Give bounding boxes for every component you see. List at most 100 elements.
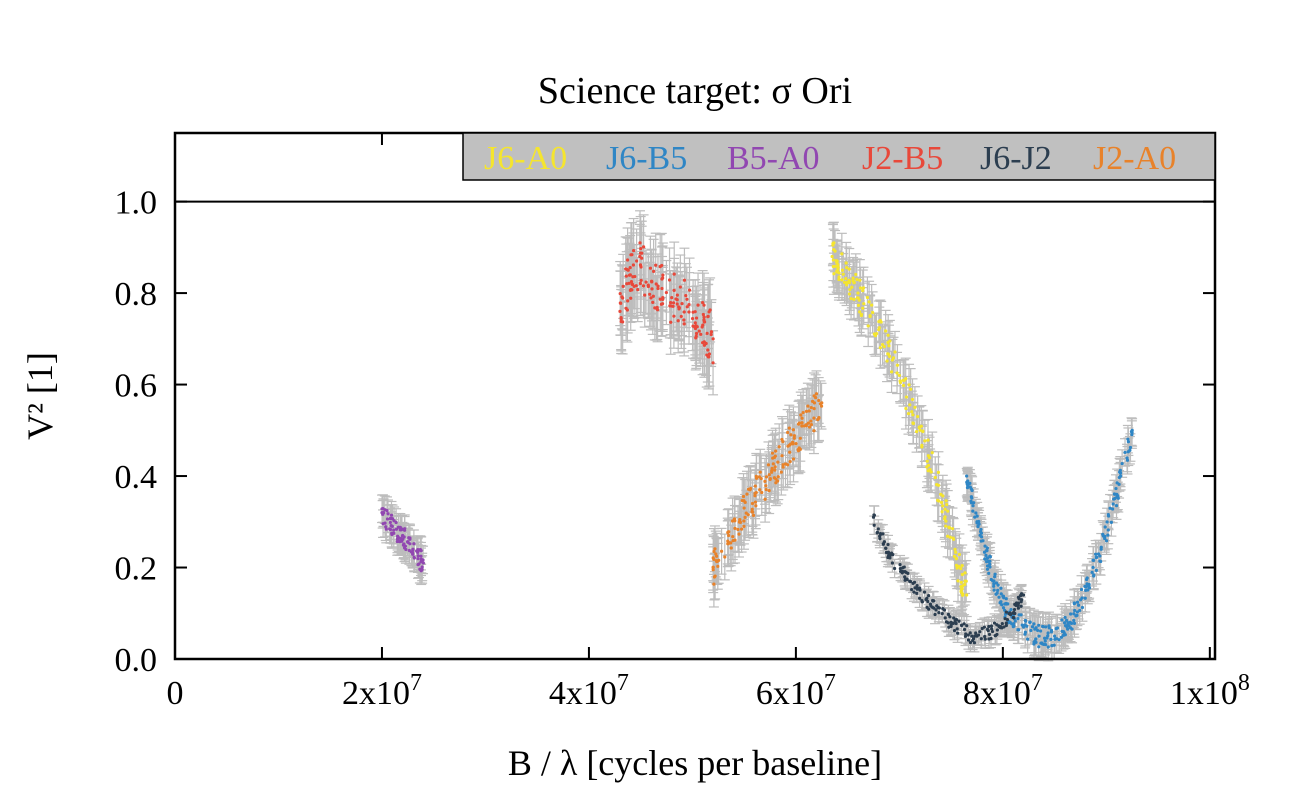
- data-point: [972, 641, 977, 645]
- x-tick-label: 6x107: [756, 670, 836, 712]
- data-point: [745, 492, 749, 496]
- data-point: [921, 429, 925, 434]
- data-point: [988, 562, 992, 566]
- data-point: [915, 591, 919, 596]
- data-point: [861, 306, 865, 310]
- data-point: [956, 579, 960, 583]
- data-point: [974, 631, 978, 635]
- data-point: [1085, 576, 1089, 580]
- data-point: [396, 539, 401, 543]
- data-point: [916, 414, 920, 419]
- data-point: [1094, 568, 1098, 572]
- data-point: [656, 286, 660, 291]
- data-point: [390, 524, 394, 528]
- data-point: [888, 354, 892, 359]
- data-point: [1104, 539, 1109, 543]
- data-point: [976, 524, 980, 528]
- data-point: [979, 637, 983, 641]
- data-point: [858, 310, 862, 314]
- data-point: [831, 258, 835, 262]
- data-point: [792, 436, 796, 440]
- data-point: [923, 439, 927, 443]
- data-point: [920, 599, 924, 603]
- data-point: [925, 459, 929, 463]
- data-point: [685, 297, 689, 301]
- data-point: [1053, 634, 1057, 638]
- data-point: [1106, 528, 1110, 532]
- data-point: [812, 429, 816, 433]
- data-point: [1059, 635, 1064, 639]
- data-point: [651, 300, 655, 304]
- data-point: [1076, 603, 1081, 607]
- data-point: [400, 527, 404, 531]
- data-point: [1055, 637, 1059, 641]
- data-point: [993, 575, 997, 579]
- data-point: [1026, 637, 1030, 641]
- data-point: [1072, 601, 1076, 605]
- data-point: [628, 273, 632, 277]
- x-tick-label-base: 2x10: [342, 675, 410, 712]
- data-point: [740, 527, 744, 531]
- data-point: [1065, 624, 1069, 629]
- data-point: [777, 445, 781, 449]
- data-point: [992, 588, 996, 592]
- data-point: [812, 394, 816, 398]
- data-point: [1068, 626, 1073, 630]
- data-point: [973, 515, 977, 519]
- data-point: [1123, 450, 1127, 455]
- data-point: [948, 615, 952, 619]
- data-point: [1062, 621, 1067, 625]
- data-point: [890, 561, 894, 565]
- data-point: [887, 344, 891, 348]
- data-point: [937, 606, 941, 610]
- data-point: [661, 297, 665, 301]
- data-point: [932, 606, 936, 610]
- data-point: [650, 280, 654, 284]
- data-point: [796, 422, 801, 426]
- data-point: [727, 530, 731, 534]
- data-point: [742, 524, 746, 528]
- data-point: [743, 515, 747, 519]
- data-point: [1114, 486, 1118, 491]
- data-point: [852, 297, 856, 301]
- data-point: [664, 290, 668, 295]
- data-point: [1103, 525, 1107, 529]
- data-point: [1072, 621, 1077, 626]
- data-point: [381, 511, 386, 515]
- data-point: [910, 397, 915, 402]
- data-point: [1111, 502, 1115, 506]
- y-tick-label: 0.6: [115, 368, 158, 405]
- data-point: [764, 487, 768, 492]
- y-tick-label: 0.4: [115, 459, 158, 496]
- data-point: [868, 314, 872, 318]
- data-point: [1066, 627, 1070, 631]
- data-point: [669, 320, 673, 324]
- data-point: [862, 302, 866, 306]
- data-point: [1130, 428, 1134, 432]
- data-point: [812, 407, 816, 411]
- data-point: [886, 542, 890, 547]
- data-point: [640, 256, 644, 260]
- data-point: [1075, 613, 1079, 617]
- data-point: [812, 416, 816, 420]
- data-point: [416, 562, 420, 567]
- data-point: [957, 619, 961, 623]
- data-point: [971, 638, 975, 643]
- data-point: [1037, 645, 1041, 649]
- data-point: [714, 552, 718, 556]
- data-point: [690, 316, 695, 321]
- data-point: [634, 259, 639, 263]
- data-point: [634, 284, 638, 288]
- data-point: [627, 281, 631, 285]
- data-point: [872, 332, 876, 336]
- data-point: [1036, 628, 1040, 633]
- data-point: [659, 302, 663, 306]
- data-point: [946, 509, 950, 513]
- x-tick-label-base: 8x10: [963, 675, 1031, 712]
- data-point: [1032, 642, 1036, 646]
- data-point: [1033, 639, 1037, 643]
- data-point: [901, 383, 906, 388]
- data-point: [968, 640, 973, 645]
- data-point: [1060, 618, 1064, 622]
- data-point: [807, 425, 812, 429]
